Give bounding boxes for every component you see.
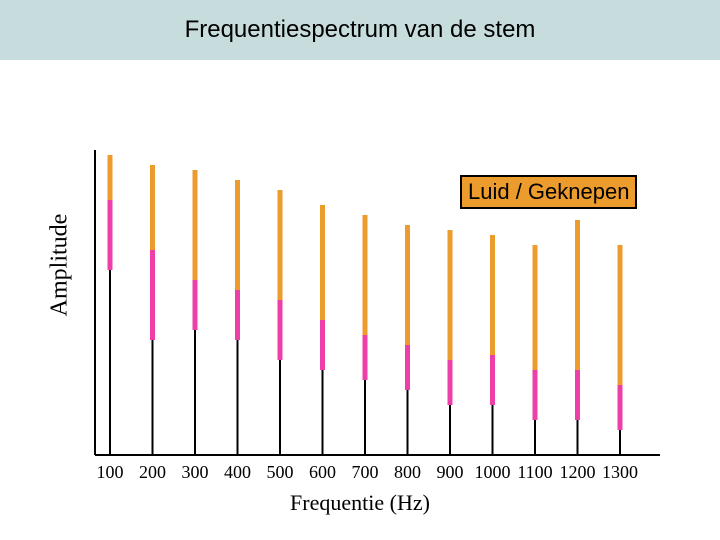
x-tick-label: 700 bbox=[352, 462, 379, 483]
legend-box: Luid / Geknepen bbox=[460, 175, 637, 209]
x-tick-label: 800 bbox=[394, 462, 421, 483]
slide-header: Frequentiespectrum van de stem bbox=[0, 0, 720, 60]
x-tick-label: 400 bbox=[224, 462, 251, 483]
x-tick-label: 200 bbox=[139, 462, 166, 483]
x-tick-label: 300 bbox=[182, 462, 209, 483]
x-tick-label: 900 bbox=[437, 462, 464, 483]
x-tick-label: 100 bbox=[97, 462, 124, 483]
slide-title: Frequentiespectrum van de stem bbox=[185, 16, 536, 44]
x-tick-label: 1100 bbox=[517, 462, 552, 483]
legend-label: Luid / Geknepen bbox=[468, 179, 629, 204]
y-axis-label: Amplitude bbox=[47, 214, 74, 317]
x-tick-label: 1300 bbox=[602, 462, 638, 483]
x-tick-label: 1000 bbox=[475, 462, 511, 483]
x-tick-label: 500 bbox=[267, 462, 294, 483]
x-tick-label: 1200 bbox=[560, 462, 596, 483]
x-tick-label: 600 bbox=[309, 462, 336, 483]
chart-area: Amplitude 100 200 300 400 500 600 700 800 900 100… bbox=[0, 60, 720, 540]
x-axis-label: Frequentie (Hz) bbox=[0, 490, 720, 516]
